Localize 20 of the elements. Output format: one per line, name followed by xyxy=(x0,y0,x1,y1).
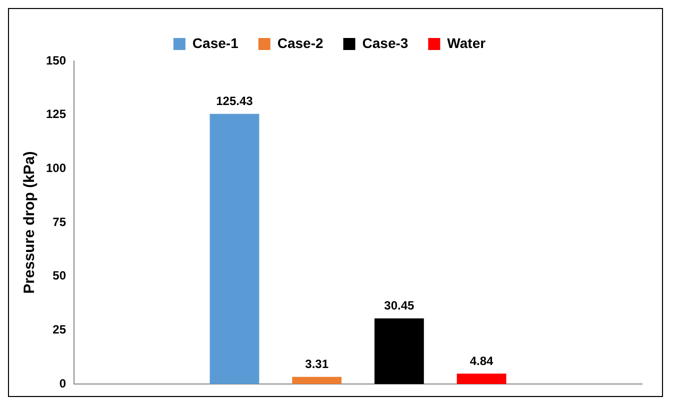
y-tick-label: 125 xyxy=(46,107,66,122)
legend-label: Case-3 xyxy=(362,34,408,51)
legend-label: Water xyxy=(447,34,486,51)
legend-label: Case-1 xyxy=(192,34,239,51)
bar xyxy=(292,376,342,384)
y-tick-label: 25 xyxy=(52,322,66,336)
bar xyxy=(456,374,506,384)
y-tick-label: 75 xyxy=(52,214,66,229)
data-label: 125.43 xyxy=(216,94,254,108)
y-tick-label: 100 xyxy=(46,160,66,175)
data-label: 30.45 xyxy=(384,298,415,313)
y-tick-label: 0 xyxy=(59,376,66,390)
data-label: 4.84 xyxy=(470,354,494,368)
bar xyxy=(210,114,260,384)
data-label: 3.31 xyxy=(305,357,329,372)
legend-label: Case-2 xyxy=(277,34,324,51)
bar xyxy=(374,318,424,384)
y-tick-label: 50 xyxy=(52,268,66,283)
y-axis-title: Pressure drop (kPa) xyxy=(21,151,38,294)
y-tick-label: 150 xyxy=(46,53,66,68)
